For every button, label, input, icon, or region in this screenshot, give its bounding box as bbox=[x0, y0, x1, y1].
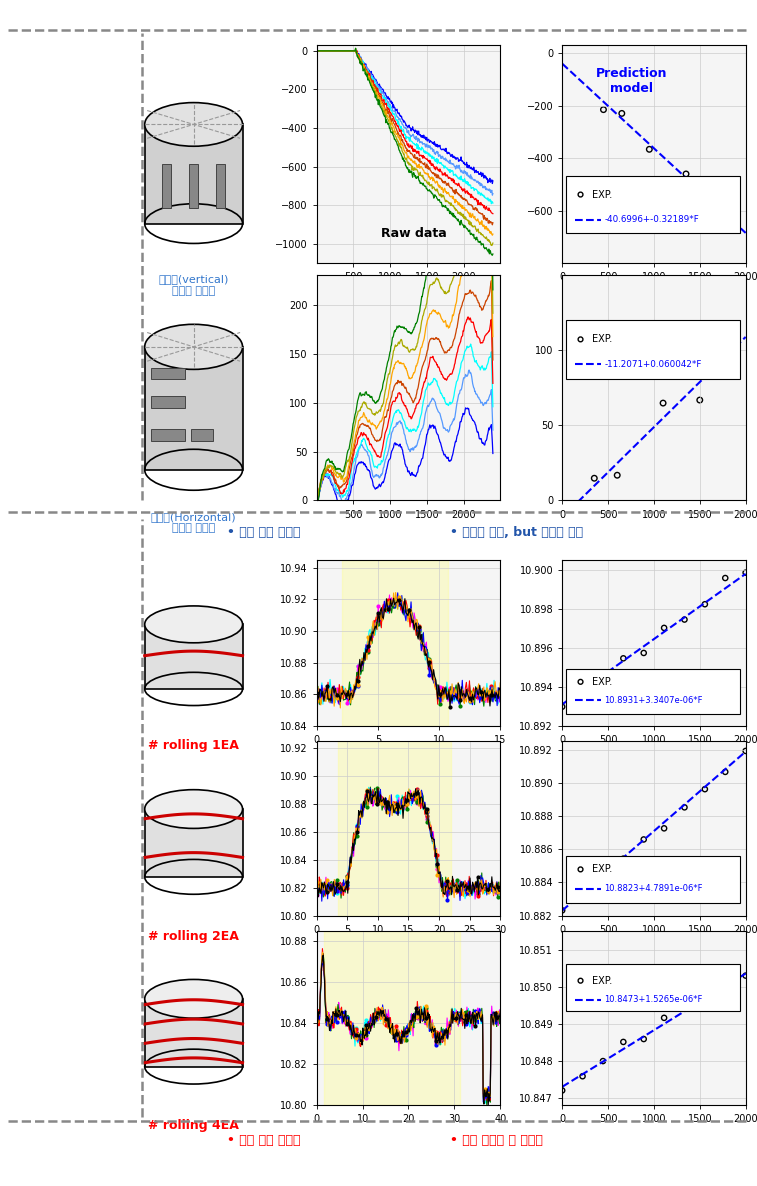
Point bbox=[678, 610, 690, 629]
Point bbox=[699, 594, 711, 613]
Point bbox=[658, 618, 670, 637]
Point bbox=[712, 200, 724, 219]
Point bbox=[637, 830, 650, 849]
FancyBboxPatch shape bbox=[151, 396, 185, 408]
Point bbox=[615, 104, 628, 123]
Point bbox=[617, 649, 629, 668]
Point bbox=[658, 818, 670, 837]
Point bbox=[577, 678, 589, 697]
Text: EXP.: EXP. bbox=[591, 190, 612, 199]
Point bbox=[611, 466, 623, 485]
Point bbox=[577, 880, 589, 899]
Text: 10.8931+3.3407e-06*F: 10.8931+3.3407e-06*F bbox=[604, 696, 703, 704]
FancyBboxPatch shape bbox=[565, 669, 740, 714]
Point bbox=[617, 849, 629, 868]
Text: 종방향(vertical)
변형률 게이지: 종방향(vertical) 변형률 게이지 bbox=[158, 274, 229, 295]
Point bbox=[556, 1080, 569, 1099]
FancyBboxPatch shape bbox=[151, 429, 185, 441]
Point bbox=[731, 321, 743, 340]
Point bbox=[699, 989, 711, 1008]
Point bbox=[719, 568, 731, 587]
FancyBboxPatch shape bbox=[565, 856, 740, 904]
FancyBboxPatch shape bbox=[565, 176, 740, 232]
Point bbox=[597, 664, 609, 683]
Point bbox=[699, 779, 711, 798]
Point bbox=[577, 1066, 589, 1085]
Text: 10.8823+4.7891e-06*F: 10.8823+4.7891e-06*F bbox=[604, 884, 703, 893]
Ellipse shape bbox=[145, 980, 242, 1018]
Text: • 낙은 계측 신뢰성: • 낙은 계측 신뢰성 bbox=[227, 527, 301, 538]
Point bbox=[643, 140, 656, 159]
Point bbox=[657, 394, 669, 413]
Polygon shape bbox=[145, 125, 242, 224]
Ellipse shape bbox=[145, 790, 242, 828]
Text: # rolling 1EA: # rolling 1EA bbox=[148, 739, 239, 752]
Point bbox=[556, 697, 569, 716]
Ellipse shape bbox=[145, 606, 242, 643]
Text: -40.6996+-0.32189*F: -40.6996+-0.32189*F bbox=[604, 215, 699, 224]
Text: EXP.: EXP. bbox=[591, 334, 612, 344]
Ellipse shape bbox=[145, 324, 242, 369]
Point bbox=[740, 967, 752, 986]
Polygon shape bbox=[145, 624, 242, 689]
Text: EXP.: EXP. bbox=[591, 976, 612, 986]
Text: 횟방향(Horizontal)
변형률 게이지: 횟방향(Horizontal) 변형률 게이지 bbox=[151, 512, 236, 534]
Text: Raw data: Raw data bbox=[381, 227, 447, 240]
Bar bbox=[324, 931, 459, 1105]
FancyBboxPatch shape bbox=[565, 964, 740, 1012]
Point bbox=[637, 1029, 650, 1048]
Point bbox=[597, 100, 609, 119]
Point bbox=[678, 996, 690, 1015]
Point bbox=[658, 1008, 670, 1027]
FancyBboxPatch shape bbox=[192, 429, 213, 441]
Point bbox=[719, 977, 731, 996]
Text: Prediction
model: Prediction model bbox=[597, 66, 668, 95]
Polygon shape bbox=[145, 999, 242, 1066]
Bar bbox=[342, 560, 448, 726]
Text: • 높은 계측 신뢰성: • 높은 계측 신뢰성 bbox=[227, 1135, 301, 1147]
Text: # rolling 4EA: # rolling 4EA bbox=[148, 1120, 239, 1133]
Point bbox=[556, 490, 569, 509]
Point bbox=[680, 165, 692, 184]
Ellipse shape bbox=[145, 103, 242, 146]
Point bbox=[740, 563, 752, 582]
Point bbox=[740, 741, 752, 760]
FancyBboxPatch shape bbox=[163, 164, 171, 208]
Text: EXP.: EXP. bbox=[591, 677, 612, 687]
Point bbox=[617, 1033, 629, 1052]
Text: • 선형성 존재, but 재현성 결여: • 선형성 존재, but 재현성 결여 bbox=[450, 527, 584, 538]
FancyBboxPatch shape bbox=[217, 164, 225, 208]
Text: 10.8473+1.5265e-06*F: 10.8473+1.5265e-06*F bbox=[604, 995, 702, 1005]
Text: EXP.: EXP. bbox=[591, 865, 612, 874]
Point bbox=[637, 644, 650, 663]
FancyBboxPatch shape bbox=[189, 164, 198, 208]
Point bbox=[597, 871, 609, 890]
Point bbox=[693, 390, 706, 409]
Text: -11.2071+0.060042*F: -11.2071+0.060042*F bbox=[604, 359, 702, 369]
Text: # rolling 2EA: # rolling 2EA bbox=[148, 930, 239, 943]
Polygon shape bbox=[145, 346, 242, 470]
Bar bbox=[338, 741, 450, 916]
FancyBboxPatch shape bbox=[565, 320, 740, 378]
Point bbox=[556, 44, 569, 63]
FancyBboxPatch shape bbox=[151, 368, 185, 380]
Point bbox=[588, 468, 600, 487]
Text: • 높은 선형성 및 재현성: • 높은 선형성 및 재현성 bbox=[450, 1135, 544, 1147]
Point bbox=[678, 798, 690, 817]
Point bbox=[556, 901, 569, 920]
Point bbox=[719, 763, 731, 782]
Point bbox=[597, 1052, 609, 1071]
Polygon shape bbox=[145, 809, 242, 876]
